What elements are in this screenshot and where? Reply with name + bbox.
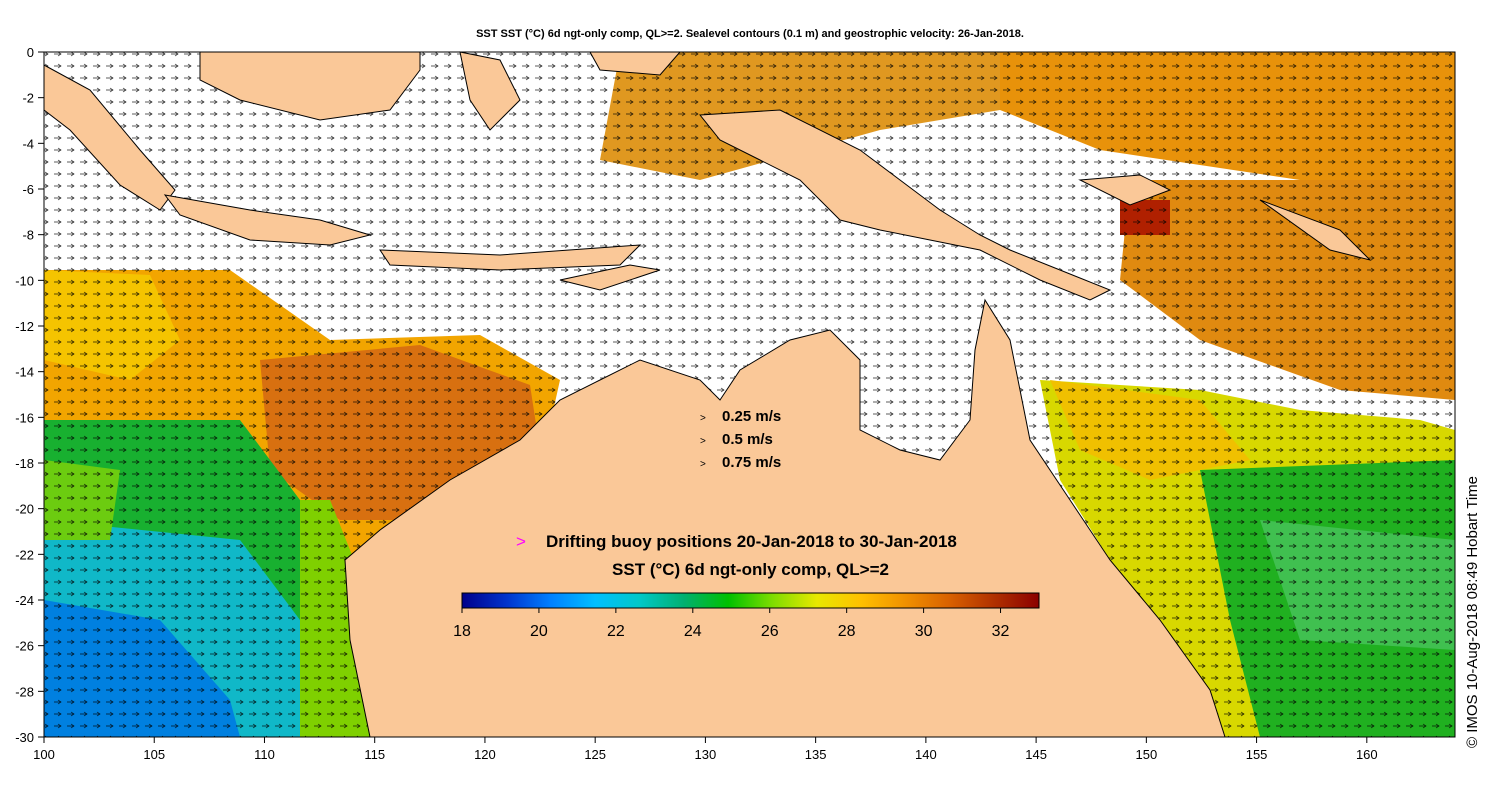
velocity-scale-row: >0.5 m/s <box>700 431 773 448</box>
velocity-scale-row: >0.25 m/s <box>700 408 781 425</box>
x-tick-label: 125 <box>584 747 606 762</box>
colorbar-tick-label: 28 <box>838 623 856 640</box>
velocity-scale-label: 0.5 m/s <box>722 431 773 448</box>
colorbar-tick-label: 22 <box>607 623 625 640</box>
buoy-legend-text: Drifting buoy positions 20-Jan-2018 to 3… <box>545 532 957 551</box>
x-axis: 100 105 110 115 120 125 130 135 140 145 150 155 160 <box>33 737 1378 762</box>
x-tick-label: 155 <box>1246 747 1268 762</box>
x-tick-label: 100 <box>33 747 55 762</box>
x-tick-label: 140 <box>915 747 937 762</box>
x-tick-label: 145 <box>1025 747 1047 762</box>
colorbar-tick-label: 24 <box>684 623 702 640</box>
colorbar: 18 20 22 24 26 28 30 32 <box>453 592 1040 640</box>
buoy-legend: > Drifting buoy positions 20-Jan-2018 to … <box>516 532 957 552</box>
java <box>163 194 372 246</box>
x-tick-label: 120 <box>474 747 496 762</box>
y-tick-label: -20 <box>15 502 34 517</box>
borneo <box>199 51 421 121</box>
colorbar-title: SST (°C) 6d ngt-only comp, QL>=2 <box>612 560 889 579</box>
y-tick-label: -18 <box>15 456 34 471</box>
y-tick-label: -6 <box>22 182 34 197</box>
colorbar-gradient <box>461 592 1040 609</box>
copyright-notice: © IMOS 10-Aug-2018 08:49 Hobart Time <box>1464 475 1481 748</box>
buoy-marker-icon: > <box>516 532 526 551</box>
x-tick-label: 130 <box>695 747 717 762</box>
velocity-scale-row: >0.75 m/s <box>700 454 781 471</box>
y-tick-label: -26 <box>15 639 34 654</box>
sumatra <box>43 64 176 211</box>
velocity-arrow-icon: > <box>700 436 706 447</box>
y-tick-label: -24 <box>15 593 34 608</box>
lesser-sunda <box>379 244 642 271</box>
y-tick-label: -22 <box>15 547 34 562</box>
y-tick-label: -16 <box>15 410 34 425</box>
y-tick-label: -30 <box>15 730 34 745</box>
land <box>43 51 1372 738</box>
x-tick-label: 135 <box>805 747 827 762</box>
x-tick-label: 110 <box>254 747 275 762</box>
velocity-arrow-icon: > <box>700 413 706 424</box>
colorbar-tick-label: 32 <box>992 623 1010 640</box>
y-tick-label: -12 <box>15 319 34 334</box>
new-guinea <box>699 109 1112 301</box>
y-tick-label: 0 <box>27 45 34 60</box>
velocity-scale-label: 0.25 m/s <box>722 408 782 425</box>
y-tick-label: -28 <box>15 684 34 699</box>
x-tick-label: 115 <box>364 747 385 762</box>
y-axis: 0 -2 -4 -6 -8 -10 -12 -14 -16 -18 -20 -22 -24 -26 -28 -… <box>15 45 44 745</box>
sulawesi <box>459 51 521 131</box>
velocity-arrow-icon: > <box>700 459 706 470</box>
colorbar-tick-label: 26 <box>761 623 779 640</box>
y-tick-label: -8 <box>22 228 34 243</box>
colorbar-tick-label: 20 <box>530 623 548 640</box>
colorbar-ticks: 18 20 22 24 26 28 30 32 <box>453 608 1010 640</box>
x-tick-label: 105 <box>143 747 165 762</box>
colorbar-tick-label: 18 <box>453 623 471 640</box>
timor <box>559 264 661 291</box>
y-tick-label: -4 <box>22 136 34 151</box>
new-britain <box>1078 174 1172 206</box>
y-tick-label: -10 <box>15 273 34 288</box>
map-area <box>43 51 1456 738</box>
solomons <box>1259 199 1372 261</box>
velocity-scale-label: 0.75 m/s <box>722 454 782 471</box>
x-tick-label: 150 <box>1135 747 1157 762</box>
australia <box>344 298 1226 738</box>
map-title: SST SST (°C) 6d ngt-only comp, QL>=2. Se… <box>476 28 1024 40</box>
y-tick-label: -2 <box>22 91 34 106</box>
x-tick-label: 160 <box>1356 747 1378 762</box>
colorbar-tick-label: 30 <box>915 623 933 640</box>
y-tick-label: -14 <box>15 365 34 380</box>
